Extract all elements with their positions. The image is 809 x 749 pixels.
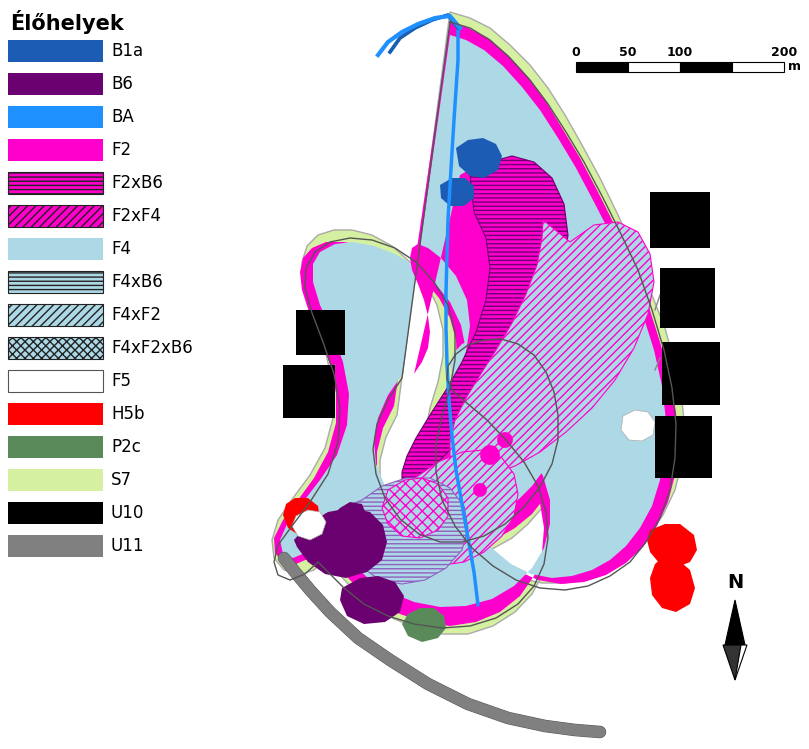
Polygon shape — [481, 445, 500, 465]
Polygon shape — [346, 478, 468, 584]
Bar — [8, 337, 103, 359]
Polygon shape — [662, 342, 720, 405]
Text: B6: B6 — [111, 75, 133, 93]
Text: 50: 50 — [619, 46, 637, 59]
Polygon shape — [498, 432, 513, 448]
Polygon shape — [473, 483, 487, 497]
Bar — [8, 73, 103, 95]
Polygon shape — [294, 508, 387, 578]
Polygon shape — [402, 156, 568, 488]
Polygon shape — [292, 510, 326, 540]
Bar — [8, 502, 103, 524]
Polygon shape — [650, 192, 710, 248]
Text: N: N — [726, 573, 743, 592]
Polygon shape — [723, 645, 741, 680]
Polygon shape — [410, 162, 555, 498]
Polygon shape — [647, 524, 697, 568]
Polygon shape — [296, 310, 345, 355]
Text: 100: 100 — [667, 46, 693, 59]
Polygon shape — [729, 645, 747, 680]
Text: S7: S7 — [111, 471, 132, 489]
Polygon shape — [450, 220, 654, 476]
Bar — [8, 535, 103, 557]
Polygon shape — [725, 600, 745, 645]
Bar — [8, 304, 103, 326]
Text: F2xF4: F2xF4 — [111, 207, 161, 225]
Bar — [576, 62, 628, 72]
Polygon shape — [621, 410, 655, 441]
Polygon shape — [456, 138, 502, 178]
Bar — [8, 238, 103, 260]
Bar — [8, 205, 103, 227]
Polygon shape — [402, 608, 446, 642]
Polygon shape — [283, 498, 320, 536]
Text: F2: F2 — [111, 141, 131, 159]
Bar — [628, 62, 680, 72]
Polygon shape — [655, 416, 712, 478]
Polygon shape — [280, 35, 666, 607]
Text: Élőhelyek: Élőhelyek — [10, 10, 124, 34]
Polygon shape — [283, 365, 335, 418]
Text: U11: U11 — [111, 537, 145, 555]
Text: F4xB6: F4xB6 — [111, 273, 163, 291]
Text: 0: 0 — [572, 46, 580, 59]
Polygon shape — [650, 558, 695, 612]
Text: F4xF2: F4xF2 — [111, 306, 161, 324]
Text: B1a: B1a — [111, 42, 143, 60]
Bar — [8, 469, 103, 491]
Text: P2c: P2c — [111, 438, 141, 456]
Polygon shape — [336, 502, 366, 526]
Text: m: m — [788, 61, 801, 73]
Bar — [8, 370, 103, 392]
Bar — [8, 172, 103, 194]
Polygon shape — [660, 268, 715, 328]
Bar — [8, 403, 103, 425]
Text: F4: F4 — [111, 240, 131, 258]
Polygon shape — [394, 450, 518, 565]
Bar — [8, 271, 103, 293]
Polygon shape — [340, 576, 404, 624]
Bar — [8, 436, 103, 458]
Text: H5b: H5b — [111, 405, 145, 423]
Text: BA: BA — [111, 108, 133, 126]
Polygon shape — [382, 478, 448, 538]
Text: F5: F5 — [111, 372, 131, 390]
Text: F4xF2xB6: F4xF2xB6 — [111, 339, 193, 357]
Bar — [8, 139, 103, 161]
Polygon shape — [274, 22, 678, 626]
Bar — [680, 62, 732, 72]
Text: U10: U10 — [111, 504, 144, 522]
Bar — [732, 62, 784, 72]
Text: F2xB6: F2xB6 — [111, 174, 163, 192]
Bar — [8, 106, 103, 128]
Polygon shape — [440, 178, 474, 206]
Bar — [8, 40, 103, 62]
Text: 200: 200 — [771, 46, 797, 59]
Polygon shape — [272, 12, 685, 634]
